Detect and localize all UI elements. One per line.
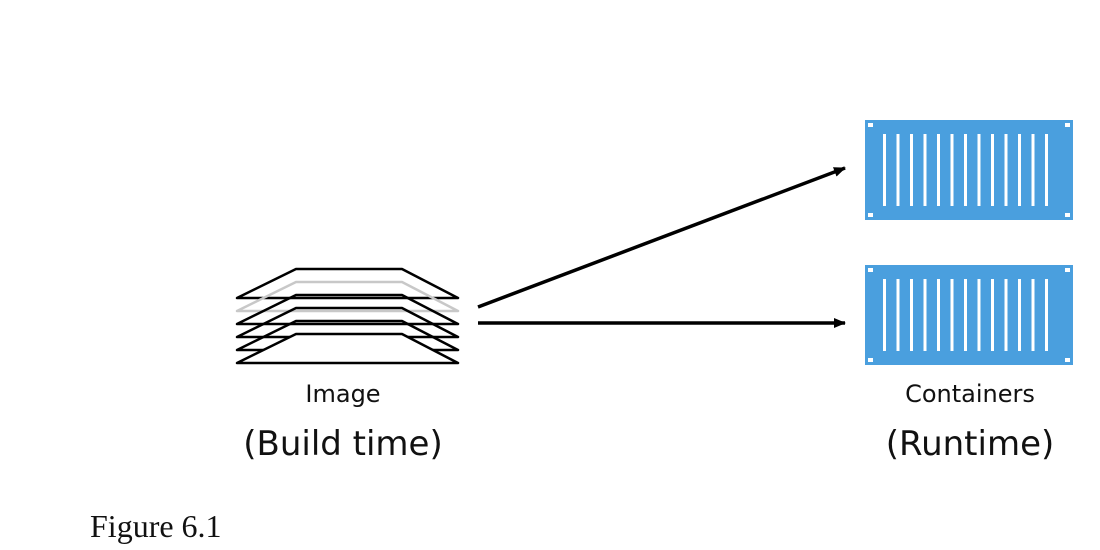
arrow-to-container-top [477, 166, 846, 309]
container-rib [964, 134, 967, 206]
container-rib [923, 134, 927, 206]
container-rib [883, 279, 886, 351]
shipping-container-icon [865, 120, 1073, 220]
containers-label: Containers [905, 380, 1035, 408]
container-rib [937, 134, 940, 206]
container-rib [1018, 279, 1021, 351]
container-rib [950, 279, 954, 351]
container-rib [1004, 279, 1008, 351]
runtime-label: (Runtime) [885, 424, 1055, 464]
container-rib [1031, 134, 1035, 206]
container-rib [1004, 134, 1008, 206]
container-rib [1018, 134, 1021, 206]
layer-stack-icon [235, 267, 460, 365]
container-rib [883, 134, 886, 206]
container-rib [964, 279, 967, 351]
container-rib [910, 279, 913, 351]
image-label: Image [305, 380, 381, 408]
container-rib [896, 134, 900, 206]
container-rib [991, 279, 994, 351]
container-rib [950, 134, 954, 206]
container-rib [923, 279, 927, 351]
container-rib [977, 134, 981, 206]
container-rib [1045, 279, 1048, 351]
container-rib [977, 279, 981, 351]
container-rib [937, 279, 940, 351]
shipping-container-icon [865, 265, 1073, 365]
figure-caption: Figure 6.1 [90, 508, 222, 544]
container-rib [991, 134, 994, 206]
container-rib [910, 134, 913, 206]
container-rib [1045, 134, 1048, 206]
container-rib [896, 279, 900, 351]
build-time-label: (Build time) [243, 424, 443, 464]
container-rib [1031, 279, 1035, 351]
